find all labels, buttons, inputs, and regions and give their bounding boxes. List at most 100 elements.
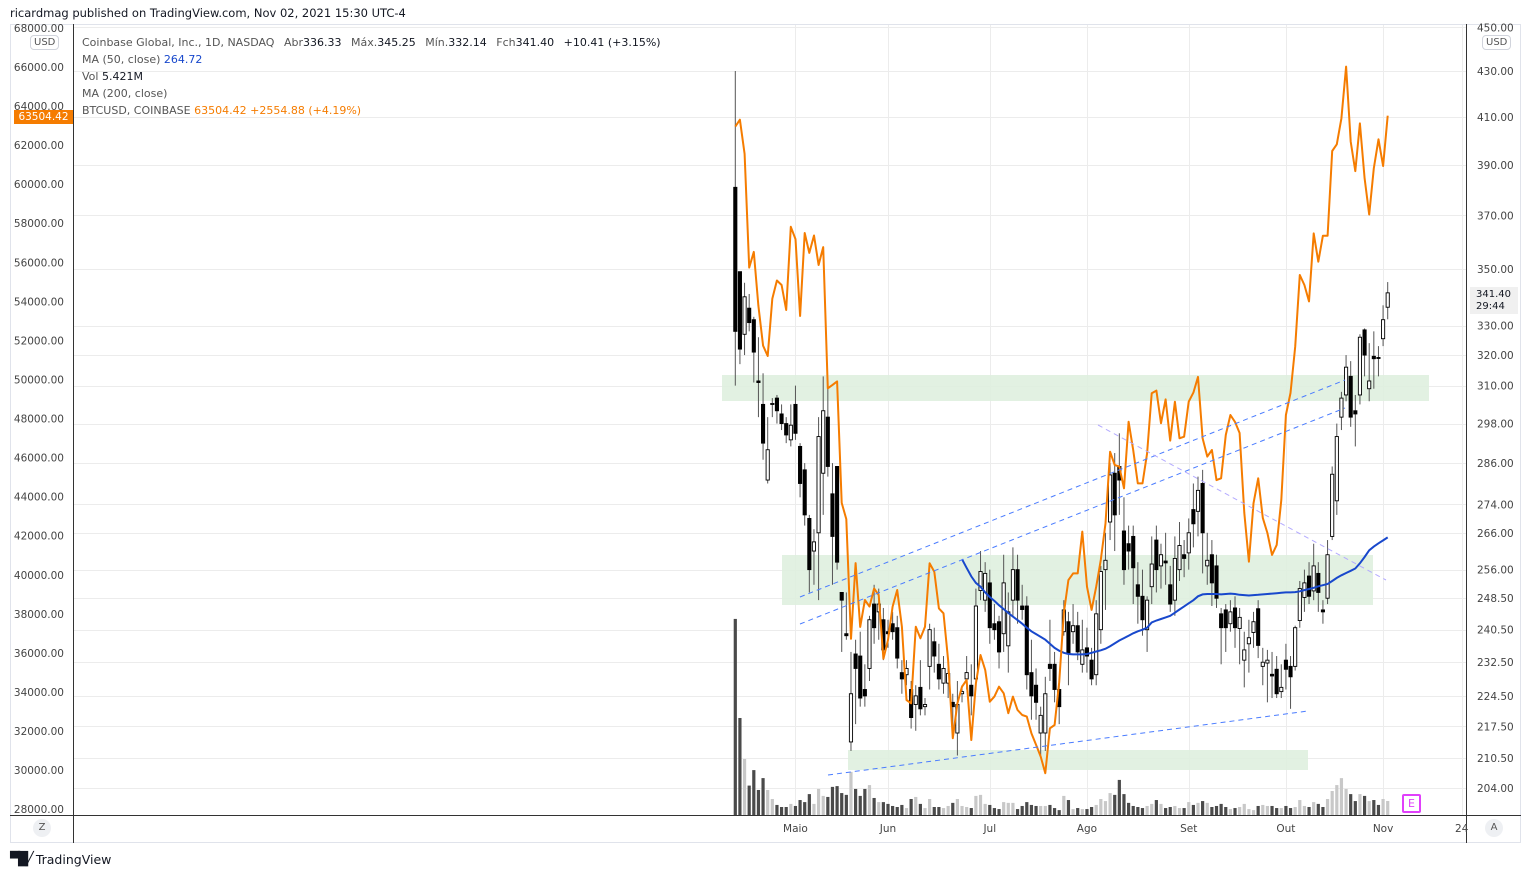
time-tick-label: 24	[1455, 823, 1469, 835]
candle-body	[825, 416, 830, 467]
volume-bar	[756, 789, 761, 815]
candle	[765, 417, 770, 484]
axis-tick-label: 62000.00	[14, 140, 64, 152]
axis-tick-label: 204.00	[1477, 783, 1514, 795]
volume-bar	[766, 789, 770, 815]
volume-bar	[1168, 807, 1172, 815]
candle	[1297, 580, 1302, 628]
volume-bar	[1210, 807, 1214, 815]
candle-body	[1205, 559, 1210, 567]
volume-bar	[1089, 807, 1094, 815]
candle	[830, 463, 835, 585]
volume-bar	[900, 804, 904, 815]
candle	[1172, 536, 1177, 616]
volume-bar	[946, 805, 950, 815]
candle-body	[1274, 668, 1279, 695]
candle	[1385, 282, 1390, 320]
candle-body	[1265, 659, 1270, 664]
candle	[941, 656, 946, 694]
bottom-zone[interactable]	[848, 750, 1308, 770]
legend-close: 341.40	[515, 36, 555, 49]
axis-tick-label: 298.00	[1477, 419, 1514, 431]
right-currency-badge[interactable]: USD	[1482, 35, 1512, 50]
candle	[1223, 604, 1228, 652]
candle	[1195, 476, 1201, 537]
candle-body	[751, 319, 756, 353]
candle	[1024, 596, 1029, 690]
candle-body	[793, 403, 798, 434]
candle-body	[1149, 563, 1154, 588]
candle-body	[1043, 693, 1048, 734]
candle-body	[862, 689, 867, 697]
legend-volume[interactable]: Vol 5.421M	[82, 68, 661, 85]
volume-bar	[1238, 807, 1242, 815]
legend-ma50[interactable]: MA (50, close) 264.72	[82, 51, 661, 68]
volume-bar	[1085, 809, 1089, 815]
candle	[1075, 611, 1080, 661]
candle	[1219, 607, 1224, 665]
brand-name: TradingView	[35, 852, 112, 867]
volume-bar	[978, 794, 983, 815]
candle-body	[996, 621, 1002, 653]
candle-body	[1108, 474, 1113, 523]
volume-bar	[784, 807, 788, 815]
volume-bar	[1284, 805, 1288, 815]
candle-body	[1330, 473, 1335, 537]
volume-bar	[1251, 810, 1256, 815]
auto-scale-button[interactable]: A	[1485, 819, 1503, 837]
axis-tick-label: 60000.00	[14, 179, 64, 191]
candle	[1186, 518, 1191, 570]
channel-upper-trendline[interactable]	[799, 379, 1346, 598]
volume-bar	[1108, 793, 1112, 815]
right-price-axis[interactable]: 450.00 430.00 410.00 390.00 370.00 350.00 330.…	[1477, 22, 1514, 795]
time-axis[interactable]: Maio Jun Jul Ago Set Out Nov 24	[783, 823, 1469, 835]
candle	[1288, 656, 1293, 709]
channel-middle-trendline[interactable]	[799, 407, 1346, 625]
candle-body	[1052, 663, 1057, 690]
candle	[1121, 497, 1127, 585]
candle-body	[779, 413, 784, 425]
volume-bar	[770, 799, 774, 815]
candle-body	[895, 627, 900, 659]
zoom-reset-button[interactable]: Z	[33, 819, 51, 837]
volume-bar	[872, 797, 876, 815]
left-price-axis[interactable]: 68000.0066000.0064000.0062000.0060000.00…	[14, 23, 64, 816]
candle-body	[1279, 686, 1284, 693]
candle-body	[742, 296, 747, 335]
candle	[1084, 627, 1090, 673]
candle	[932, 627, 937, 673]
candle	[1140, 569, 1145, 636]
tradingview-brand[interactable]: ▀█╱ TradingView	[10, 852, 111, 867]
axis-tick-label: 350.00	[1477, 264, 1514, 276]
candle-body	[1256, 608, 1261, 646]
legend-change: +10.41 (+3.15%)	[563, 36, 661, 49]
candle-body	[941, 667, 946, 684]
candle	[733, 71, 738, 386]
candle-body	[899, 672, 904, 680]
legend-ma200[interactable]: MA (200, close)	[82, 85, 661, 102]
volume-bar	[1052, 808, 1057, 815]
volume-bar	[798, 800, 802, 815]
earnings-marker[interactable]: E	[1402, 794, 1421, 813]
volume-bar	[904, 808, 909, 815]
candle	[1131, 525, 1136, 605]
volume-bar	[969, 808, 973, 815]
candle-body	[1154, 539, 1159, 571]
legend-main-series[interactable]: Coinbase Global, Inc., 1D, NASDAQ Abr336…	[82, 34, 661, 51]
resistance-zone[interactable]	[722, 375, 1429, 401]
candle-body	[1283, 659, 1288, 670]
vol-value: 5.421M	[101, 70, 143, 83]
axis-tick-label: 50000.00	[14, 374, 64, 386]
volume-bar	[1150, 803, 1154, 815]
time-tick-label: Jun	[879, 823, 896, 835]
descending-trendline[interactable]	[1097, 424, 1387, 581]
compare-symbol: BTCUSD, COINBASE	[82, 104, 191, 117]
candle	[1034, 668, 1039, 720]
left-currency-badge[interactable]: USD	[30, 35, 60, 50]
candle	[1320, 600, 1325, 624]
candle	[1020, 584, 1025, 620]
support-zone[interactable]	[782, 555, 1373, 605]
axis-tick-label: 32000.00	[14, 726, 64, 738]
legend-compare-series[interactable]: BTCUSD, COINBASE 63504.42 +2554.88 (+4.1…	[82, 102, 661, 119]
